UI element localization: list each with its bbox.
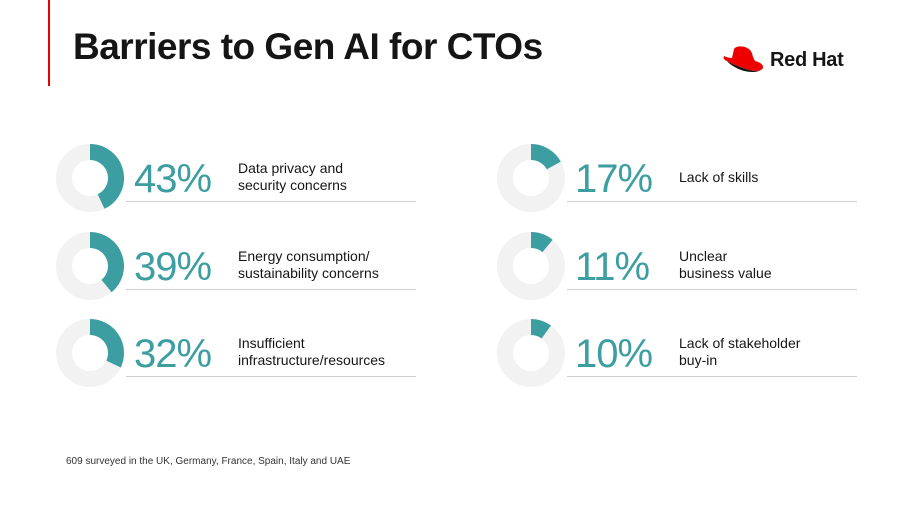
stat-item: 10% Lack of stakeholder buy-in	[497, 319, 857, 389]
stat-percentage: 32%	[134, 332, 212, 376]
donut-chart	[56, 144, 124, 212]
donut-value-arc	[89, 319, 124, 368]
stat-divider	[126, 289, 416, 290]
donut-value-arc	[530, 144, 561, 170]
donut-chart	[497, 232, 565, 300]
donut-chart	[56, 319, 124, 387]
stat-item: 39% Energy consumption/sustainability con…	[56, 232, 416, 302]
stat-label-line: security concerns	[238, 177, 347, 193]
stat-percentage: 10%	[575, 332, 653, 376]
stat-label-line: Lack of stakeholder	[679, 335, 801, 351]
stat-label-line: Unclear	[679, 248, 728, 264]
stat-label: Lack of stakeholder buy-in	[679, 335, 859, 369]
red-hat-logo: Red Hat	[722, 44, 844, 76]
stat-label: Data privacy and security concerns	[238, 160, 418, 194]
donut-value-arc	[530, 319, 551, 339]
stat-divider	[567, 201, 857, 202]
stat-label-line: sustainability concerns	[238, 265, 379, 281]
page-title: Barriers to Gen AI for CTOs	[73, 26, 543, 67]
donut-chart	[497, 144, 565, 212]
stat-label: Energy consumption/sustainability concer…	[238, 248, 418, 282]
stat-percentage: 11%	[575, 245, 650, 289]
donut-value-arc	[89, 144, 124, 209]
red-accent-line	[48, 0, 50, 86]
stat-item: 11% Unclear business value	[497, 232, 857, 302]
stat-item: 17% Lack of skills	[497, 144, 857, 214]
donut-chart	[56, 232, 124, 300]
red-hat-fedora-icon	[723, 46, 763, 72]
donut-value-arc	[530, 232, 553, 253]
stat-percentage: 43%	[134, 157, 212, 201]
stat-label-line: buy-in	[679, 352, 718, 368]
stat-divider	[567, 376, 857, 377]
stat-label: Lack of skills	[679, 169, 859, 186]
stat-label: Unclear business value	[679, 248, 859, 282]
stat-item: 32% Insufficient infrastructure/resources	[56, 319, 416, 389]
stat-divider	[567, 289, 857, 290]
stat-label-line: Lack of skills	[679, 169, 759, 185]
stat-label: Insufficient infrastructure/resources	[238, 335, 418, 369]
donut-chart	[497, 319, 565, 387]
stat-label-line: Energy consumption/	[238, 248, 370, 264]
stat-item: 43% Data privacy and security concerns	[56, 144, 416, 214]
stat-percentage: 17%	[575, 157, 653, 201]
stat-label-line: infrastructure/resources	[238, 352, 386, 368]
stat-label-line: Insufficient	[238, 335, 305, 351]
stat-divider	[126, 201, 416, 202]
donut-value-arc	[89, 232, 124, 293]
stat-percentage: 39%	[134, 245, 212, 289]
stat-divider	[126, 376, 416, 377]
logo-wordmark: Red Hat	[770, 48, 844, 71]
stat-label-line: business value	[679, 265, 772, 281]
survey-footnote: 609 surveyed in the UK, Germany, France,…	[66, 456, 351, 467]
stat-label-line: Data privacy and	[238, 160, 344, 176]
